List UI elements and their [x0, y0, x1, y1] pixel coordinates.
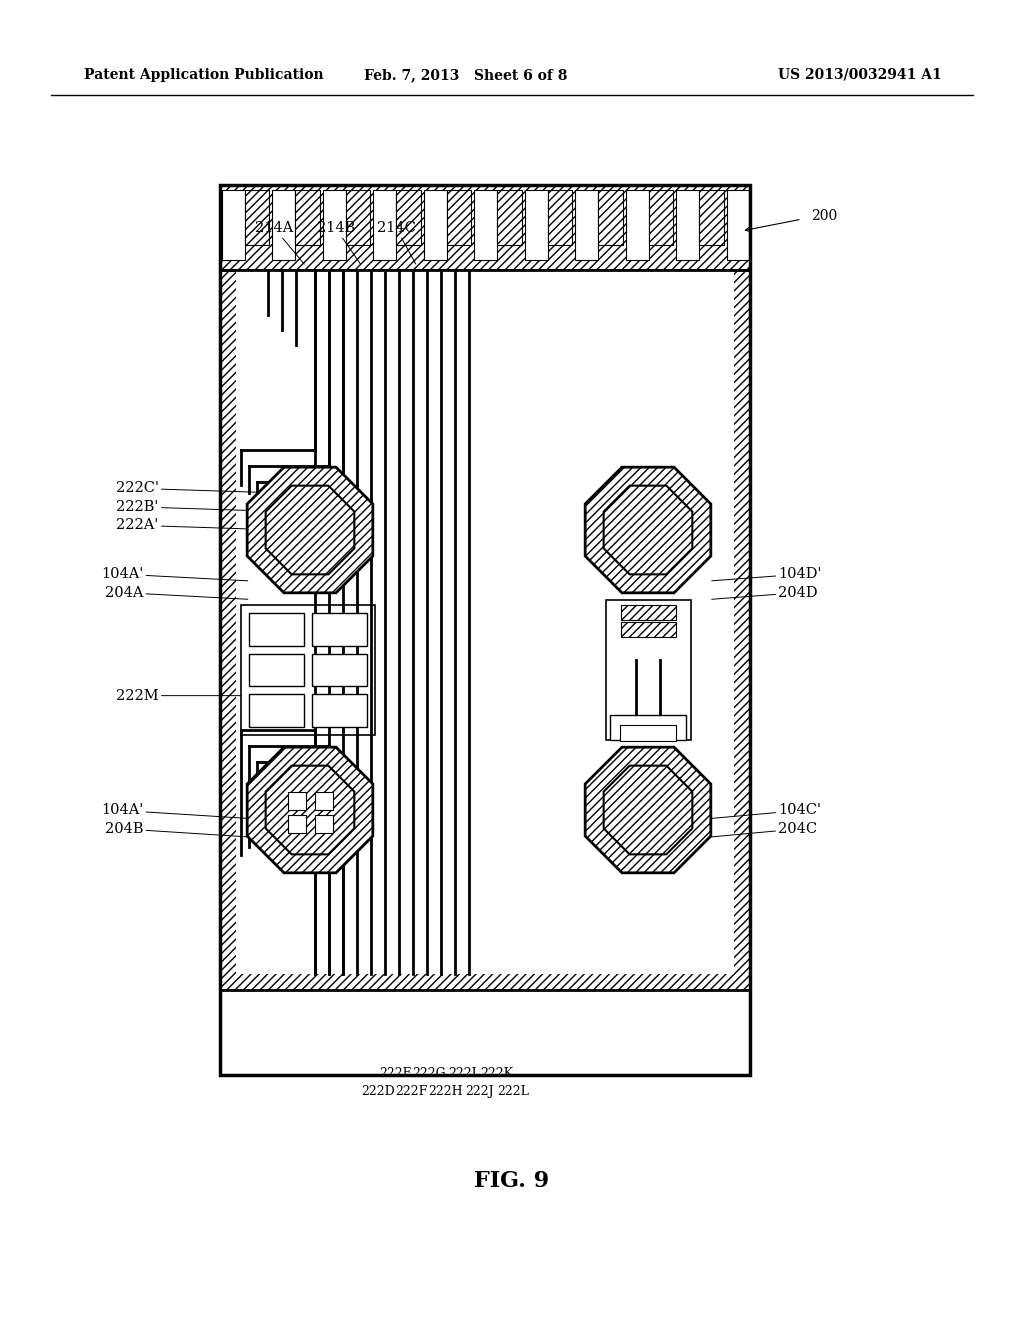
- Bar: [474, 190, 497, 260]
- Text: 104A': 104A': [101, 568, 248, 581]
- Polygon shape: [604, 766, 692, 854]
- Bar: [272, 190, 295, 260]
- Text: 204B: 204B: [104, 822, 248, 837]
- Bar: [621, 622, 676, 638]
- Polygon shape: [604, 486, 692, 574]
- Bar: [497, 190, 522, 246]
- Text: 222L: 222L: [497, 1085, 529, 1098]
- Bar: [312, 612, 367, 645]
- Bar: [620, 725, 676, 741]
- Bar: [315, 792, 333, 810]
- Bar: [374, 190, 396, 260]
- Bar: [446, 190, 471, 246]
- Bar: [699, 190, 724, 246]
- Text: 222F: 222F: [395, 1085, 428, 1098]
- Text: 214B: 214B: [316, 222, 360, 264]
- Bar: [288, 814, 306, 833]
- Text: 104C': 104C': [712, 804, 821, 818]
- Bar: [598, 190, 623, 246]
- Text: 222J: 222J: [465, 1085, 494, 1098]
- Text: 222G: 222G: [413, 1067, 445, 1080]
- Text: 222E: 222E: [379, 1067, 412, 1080]
- Text: FIG. 9: FIG. 9: [474, 1171, 550, 1192]
- Text: 204A: 204A: [104, 586, 248, 599]
- Text: Feb. 7, 2013   Sheet 6 of 8: Feb. 7, 2013 Sheet 6 of 8: [365, 69, 567, 82]
- Text: 214A: 214A: [255, 222, 304, 264]
- Text: 222B': 222B': [117, 500, 261, 513]
- Bar: [241, 605, 375, 735]
- Text: 200: 200: [811, 210, 838, 223]
- Bar: [346, 190, 371, 246]
- Bar: [676, 190, 699, 260]
- Polygon shape: [265, 486, 354, 574]
- Bar: [424, 190, 446, 260]
- Text: 104D': 104D': [712, 568, 821, 581]
- Text: 204D: 204D: [712, 586, 818, 599]
- Text: 222I: 222I: [449, 1067, 477, 1080]
- Text: 222D: 222D: [361, 1085, 394, 1098]
- Text: 222M: 222M: [116, 689, 261, 702]
- Bar: [249, 694, 304, 727]
- Bar: [288, 792, 306, 810]
- Bar: [626, 190, 648, 260]
- Bar: [525, 190, 548, 260]
- Polygon shape: [247, 747, 373, 873]
- Bar: [610, 715, 686, 741]
- Bar: [396, 190, 421, 246]
- Bar: [220, 185, 750, 1074]
- Bar: [220, 185, 750, 271]
- Text: 214C: 214C: [377, 222, 416, 264]
- Text: 104A': 104A': [101, 804, 248, 818]
- Text: US 2013/0032941 A1: US 2013/0032941 A1: [778, 69, 942, 82]
- Bar: [312, 653, 367, 686]
- Bar: [323, 190, 346, 260]
- Bar: [220, 185, 750, 271]
- Bar: [295, 190, 319, 246]
- Bar: [236, 271, 734, 974]
- Bar: [312, 694, 367, 727]
- Bar: [621, 605, 676, 620]
- Bar: [648, 190, 674, 246]
- Bar: [249, 612, 304, 645]
- Bar: [245, 190, 269, 246]
- Polygon shape: [247, 467, 373, 593]
- Bar: [575, 190, 598, 260]
- Text: 222H: 222H: [428, 1085, 463, 1098]
- Bar: [249, 653, 304, 686]
- Bar: [606, 601, 691, 741]
- Polygon shape: [265, 766, 354, 854]
- Bar: [548, 190, 572, 246]
- Bar: [222, 190, 245, 260]
- Polygon shape: [585, 467, 711, 593]
- Text: 222A': 222A': [117, 519, 261, 532]
- Text: 222C': 222C': [116, 482, 261, 495]
- Text: 222K: 222K: [480, 1067, 513, 1080]
- Text: Patent Application Publication: Patent Application Publication: [84, 69, 324, 82]
- Polygon shape: [585, 747, 711, 873]
- Bar: [727, 190, 750, 260]
- Bar: [220, 271, 750, 990]
- Bar: [315, 814, 333, 833]
- Text: 204C: 204C: [712, 822, 817, 837]
